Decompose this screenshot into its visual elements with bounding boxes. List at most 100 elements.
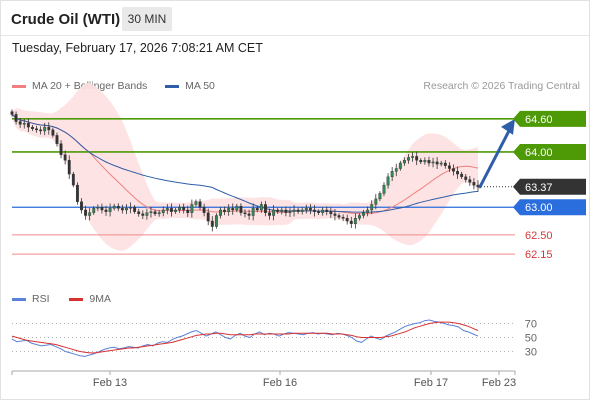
candle-body (39, 129, 43, 132)
candle-body (239, 205, 243, 213)
level-tag-label: 62.50 (525, 230, 553, 242)
candle-body (67, 160, 71, 175)
level-lines-layer (12, 118, 515, 255)
ma20-swatch (12, 84, 26, 88)
rsi-swatch (12, 297, 26, 301)
candle-body (317, 211, 321, 213)
candle-body (259, 204, 263, 211)
level-tag-64.60 (513, 110, 586, 127)
level-tag-label: 62.15 (525, 249, 553, 261)
level-tag-label: 63.00 (525, 202, 553, 214)
candle-body (75, 184, 79, 202)
candle-body (333, 213, 337, 216)
candle-body (227, 208, 231, 212)
candle-body (174, 209, 177, 212)
candle-body (223, 209, 226, 212)
rsi-panel: 70 50 30 (11, 319, 537, 359)
candle-body (55, 135, 59, 144)
candle-body (104, 209, 108, 212)
forecast-arrow-layer (478, 118, 515, 189)
candle-body (300, 209, 304, 212)
forecast-arrow-shaft (478, 129, 511, 189)
rsi-tick-label: 30 (525, 347, 537, 359)
candle-body (92, 208, 96, 213)
candle-body (14, 114, 18, 122)
candle-body (345, 218, 349, 222)
candle-body (63, 154, 67, 161)
candle-body (247, 213, 251, 216)
candle-body (378, 193, 382, 200)
candle-body (447, 165, 451, 169)
candle-body (96, 207, 100, 209)
candle-body (358, 215, 361, 219)
candle-body (456, 171, 459, 175)
candle-body (59, 143, 63, 155)
candle-body (292, 209, 296, 212)
level-tag-64.00 (513, 143, 586, 160)
candle-body (153, 211, 157, 215)
candle-body (35, 128, 38, 131)
candle-body (280, 209, 284, 212)
candle-body (472, 182, 476, 186)
candle-body (264, 204, 267, 213)
candle-body (10, 111, 14, 115)
forecast-arrow-head (501, 118, 515, 135)
candle-body (251, 208, 255, 216)
candle-body (439, 162, 443, 165)
candle-body (182, 207, 186, 211)
candle-body (337, 215, 341, 218)
candle-body (390, 171, 394, 178)
candle-body (71, 173, 75, 186)
candle-body (353, 218, 357, 224)
candle-body (22, 123, 26, 125)
candle-body (402, 160, 406, 164)
candle-body (386, 176, 390, 186)
level-tag-63.37 (513, 178, 586, 195)
x-tick-label: Feb 23 (482, 377, 516, 389)
candle-body (431, 161, 435, 164)
candle-body (288, 211, 292, 213)
candle-body (210, 220, 214, 227)
candle-body (235, 205, 239, 211)
candle-body (149, 211, 153, 213)
candle-body (464, 176, 468, 180)
candle-body (178, 207, 182, 211)
rsi-legend-label: RSI (32, 293, 50, 306)
candle-body (108, 208, 112, 212)
candle-body (145, 212, 149, 216)
rsi-legend: RSI 9MA (12, 293, 111, 305)
candle-body (308, 208, 312, 211)
candle-body (419, 160, 423, 163)
level-tag-63.00 (513, 199, 586, 216)
candle-body (370, 204, 374, 211)
candle-body (202, 207, 206, 213)
candle-body (84, 209, 88, 216)
x-tick-label: Feb 16 (263, 377, 297, 389)
candle-body (157, 212, 161, 215)
timeframe-badge[interactable]: 30 MIN (122, 7, 172, 31)
candle-body (268, 212, 271, 216)
level-tag-label: 64.00 (525, 147, 553, 159)
candle-body (125, 208, 128, 211)
candle-body (137, 211, 141, 215)
candle-body (374, 198, 378, 205)
timestamp: Tuesday, February 17, 2026 7:08:21 AM CE… (12, 41, 263, 55)
candle-body (296, 209, 300, 212)
candle-body (398, 162, 402, 169)
x-tick-label: Feb 17 (414, 377, 448, 389)
ma50-swatch (165, 84, 180, 88)
candle-body (190, 204, 194, 213)
candle-body (100, 207, 104, 211)
rsi-tick-label: 70 (525, 319, 537, 331)
bollinger-band (12, 82, 478, 251)
ma50-line (11, 114, 479, 213)
candle-body (325, 209, 329, 212)
candle-body (452, 168, 455, 172)
candle-body (120, 208, 124, 211)
rsi-tick-label: 50 (525, 333, 537, 345)
candle-body (443, 162, 447, 166)
candle-body (43, 126, 47, 132)
candle-body (198, 201, 202, 208)
candles-layer (10, 109, 515, 232)
candle-body (165, 208, 169, 211)
